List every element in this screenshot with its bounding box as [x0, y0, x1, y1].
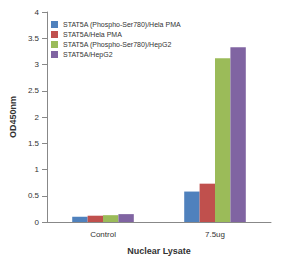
- svg-text:0.5: 0.5: [28, 191, 40, 200]
- svg-text:Nuclear Lysate: Nuclear Lysate: [127, 246, 191, 256]
- svg-text:2.5: 2.5: [28, 86, 40, 95]
- svg-text:OD450nm: OD450nm: [8, 96, 18, 138]
- svg-text:STAT5A/Hela PMA: STAT5A/Hela PMA: [63, 31, 122, 38]
- svg-text:0: 0: [35, 218, 40, 227]
- svg-text:STAT5A/HepG2: STAT5A/HepG2: [63, 51, 113, 59]
- svg-text:4: 4: [35, 8, 40, 17]
- svg-text:STAT5A (Phospho-Ser780)/HepG2: STAT5A (Phospho-Ser780)/HepG2: [63, 41, 171, 49]
- svg-text:1.5: 1.5: [28, 139, 40, 148]
- svg-text:2: 2: [35, 113, 40, 122]
- svg-text:7.5ug: 7.5ug: [205, 230, 225, 239]
- svg-text:3: 3: [35, 60, 40, 69]
- svg-text:Control: Control: [90, 230, 116, 239]
- svg-text:1: 1: [35, 165, 40, 174]
- svg-text:STAT5A (Phospho-Ser780)/Hela P: STAT5A (Phospho-Ser780)/Hela PMA: [63, 21, 181, 29]
- svg-text:3.5: 3.5: [28, 34, 40, 43]
